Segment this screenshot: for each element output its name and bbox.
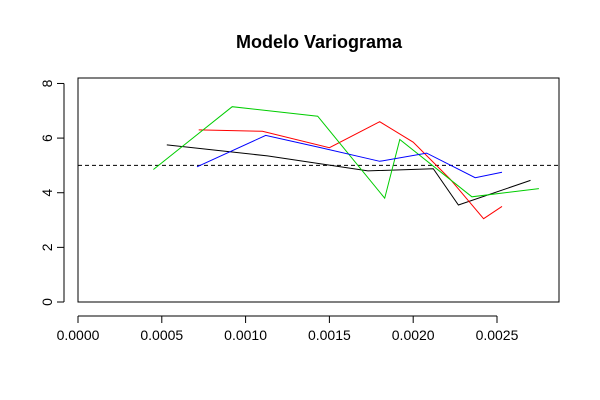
y-axis: 0 2 4 6 8 — [39, 79, 65, 306]
x-tick-label: 0.0005 — [140, 327, 183, 343]
x-axis: 0.0000 0.0005 0.0010 0.0015 0.0020 0.0025 — [57, 315, 519, 343]
x-tick-label: 0.0020 — [392, 327, 435, 343]
series-line-2 — [198, 121, 503, 220]
y-tick-label: 0 — [39, 298, 55, 306]
plot-frame — [77, 77, 560, 303]
series-line-3 — [153, 106, 539, 200]
x-tick-label: 0.0010 — [224, 327, 267, 343]
y-tick-label: 8 — [39, 79, 55, 87]
x-tick-label: 0.0015 — [308, 327, 351, 343]
series-line-4 — [196, 134, 503, 179]
y-tick-label: 4 — [39, 189, 55, 197]
x-tick-label: 0.0025 — [476, 327, 519, 343]
x-tick-label: 0.0000 — [57, 327, 100, 343]
y-tick-label: 2 — [39, 243, 55, 251]
chart-title: Modelo Variograma — [236, 32, 403, 52]
series-line-1 — [166, 144, 531, 206]
y-tick-label: 6 — [39, 134, 55, 142]
series-layer — [153, 106, 539, 220]
